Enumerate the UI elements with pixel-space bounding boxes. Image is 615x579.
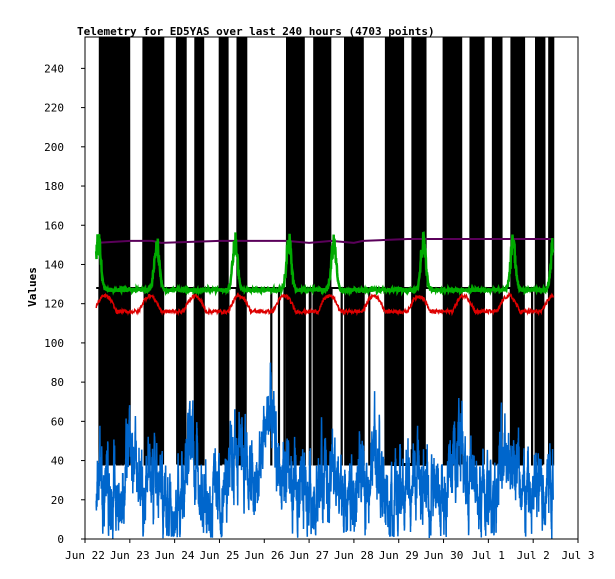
y-tick-label: 140 bbox=[44, 258, 64, 271]
y-axis-label: Values bbox=[26, 267, 39, 307]
y-tick-label: 60 bbox=[51, 415, 64, 428]
y-tick-label: 180 bbox=[44, 180, 64, 193]
x-tick-label: Jul 2 bbox=[517, 549, 550, 562]
x-axis: Jun 22 Jun 23 Jun 24 Jun 25 Jun 26 Jun 27 Jun … bbox=[65, 539, 595, 562]
series-layer bbox=[94, 37, 555, 539]
x-tick-label: Jun 28 bbox=[334, 549, 374, 562]
y-tick-label: 120 bbox=[44, 298, 64, 311]
x-tick-label: Jun 22 bbox=[65, 549, 105, 562]
x-tick-label: Jun 23 bbox=[110, 549, 150, 562]
y-tick-label: 80 bbox=[51, 376, 64, 389]
series-line-blue bbox=[95, 362, 554, 539]
series-line-green bbox=[94, 231, 555, 297]
y-tick-label: 240 bbox=[44, 62, 64, 75]
x-tick-label: Jun 24 bbox=[155, 549, 195, 562]
x-tick-label: Jun 25 bbox=[200, 549, 240, 562]
y-tick-label: 40 bbox=[51, 455, 64, 468]
plot-area bbox=[84, 36, 579, 540]
chart-title: Telemetry for ED5YAS over last 240 hours… bbox=[77, 25, 435, 38]
x-tick-label: Jun 26 bbox=[244, 549, 284, 562]
series-line-red bbox=[95, 291, 555, 317]
x-tick-label: Jun 29 bbox=[379, 549, 419, 562]
x-tick-label: Jul 3 bbox=[561, 549, 594, 562]
y-tick-label: 160 bbox=[44, 219, 64, 232]
y-axis: 0 20 40 60 80 100 120 140 160 180 200 220 240 bbox=[44, 62, 85, 546]
y-tick-label: 0 bbox=[57, 533, 64, 546]
y-tick-label: 200 bbox=[44, 141, 64, 154]
x-tick-label: Jun 30 bbox=[424, 549, 464, 562]
series-line-black bbox=[96, 37, 555, 466]
y-tick-label: 220 bbox=[44, 102, 64, 115]
x-tick-label: Jun 27 bbox=[289, 549, 329, 562]
x-tick-label: Jul 1 bbox=[472, 549, 505, 562]
plot-frame bbox=[84, 36, 579, 540]
series-line-purple bbox=[96, 238, 554, 244]
y-tick-label: 100 bbox=[44, 337, 64, 350]
y-tick-label: 20 bbox=[51, 494, 64, 507]
